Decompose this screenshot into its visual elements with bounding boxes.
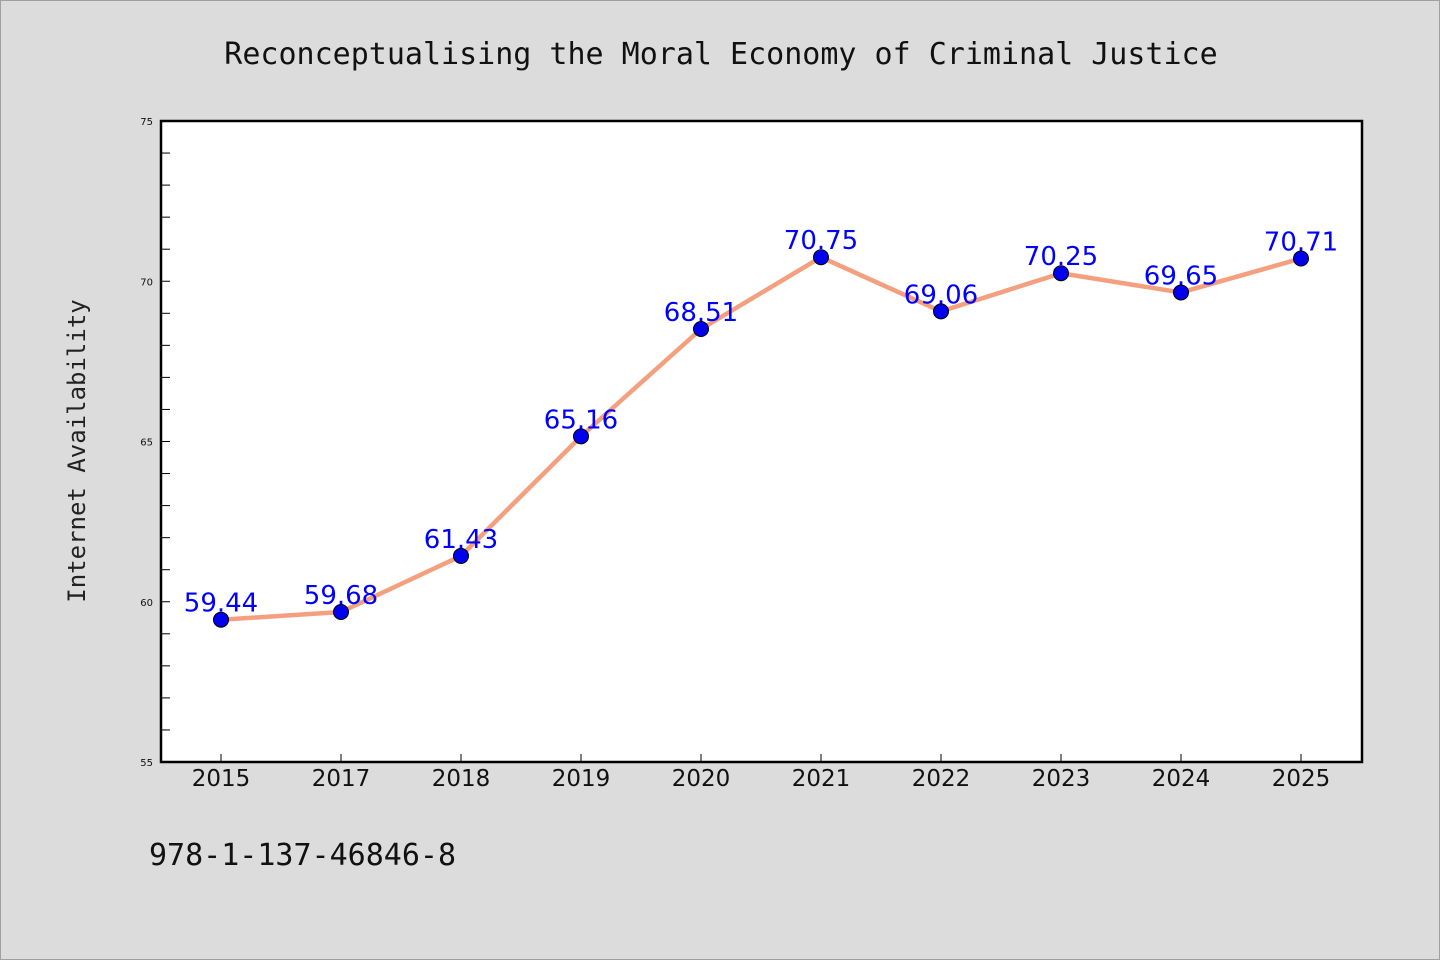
data-label: 70.71 [1264,227,1338,257]
y-tick-label: 75 [140,117,153,128]
y-tick-label: 55 [140,758,153,769]
data-labels: 59.44 59.68 61.43 65.16 68.51 70.75 69.06 70.25… [184,226,1338,618]
data-point [1173,284,1189,301]
data-label: 59.44 [184,589,258,619]
data-label: 70.75 [784,226,858,256]
data-label: 68.51 [664,298,738,328]
x-tick-label: 2021 [792,766,851,792]
data-label: 69.06 [904,280,978,310]
x-tick-labels: 2015 2017 2018 2019 2020 2021 2022 2023 2024 2025 [192,766,1331,792]
data-point [813,249,829,266]
x-tick-marks [220,754,1302,762]
y-tick-label: 65 [140,438,153,449]
data-point [213,611,229,628]
x-tick-label: 2024 [1152,766,1211,792]
x-tick-label: 2022 [912,766,971,792]
data-point [933,303,949,320]
footer-isbn: 978-1-137-46846-8 [149,838,456,873]
y-tick-label: 60 [140,598,153,609]
data-label: 70.25 [1024,242,1098,272]
x-tick-label: 2015 [192,766,251,792]
y-minor-ticks [160,120,170,763]
data-label: 61.43 [424,525,498,555]
data-point [693,321,709,338]
x-tick-label: 2020 [672,766,731,792]
x-tick-label: 2019 [552,766,611,792]
chart-title: Reconceptualising the Moral Economy of C… [224,37,1217,72]
x-tick-label: 2018 [432,766,491,792]
data-point [1053,265,1069,282]
x-tick-label: 2025 [1272,766,1331,792]
data-label: 65.16 [544,405,618,435]
series-markers [213,249,1309,628]
data-label: 59.68 [304,581,378,611]
plot-area [159,119,1364,764]
data-point [453,547,469,564]
y-axis-label: Internet Availability [63,299,91,602]
series-line [218,254,1304,622]
data-point [573,428,589,445]
data-label: 69.65 [1144,261,1218,291]
x-tick-label: 2023 [1032,766,1091,792]
y-tick-labels: 55 60 65 70 75 [140,117,153,769]
data-point [333,604,349,621]
x-tick-label: 2017 [312,766,371,792]
y-tick-label: 70 [140,277,153,288]
data-point [1293,250,1309,267]
